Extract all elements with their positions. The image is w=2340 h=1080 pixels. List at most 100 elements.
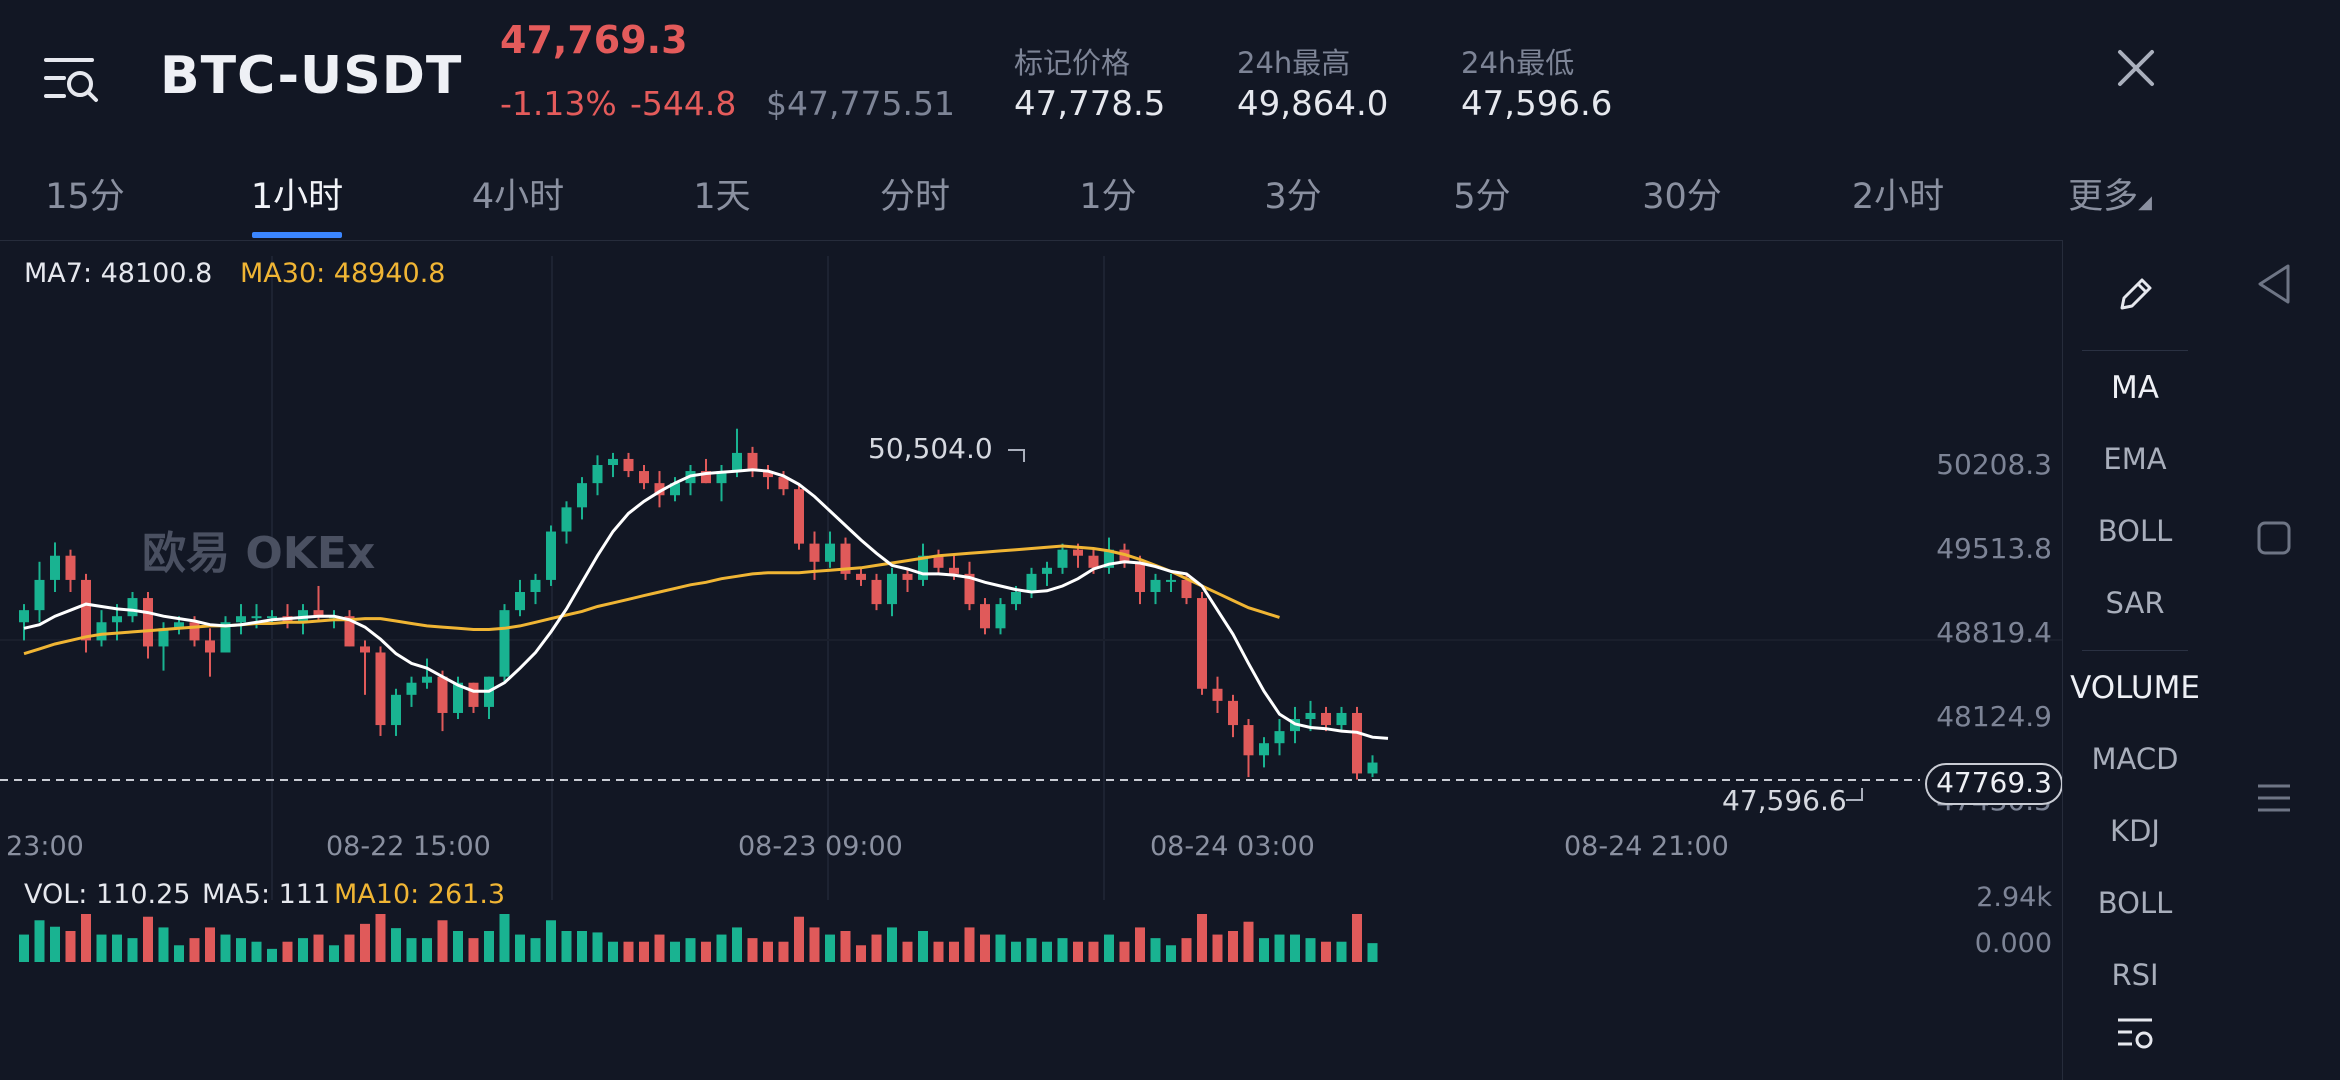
volume-bar — [65, 931, 76, 962]
volume-bar — [1057, 938, 1068, 962]
candle-body — [1104, 549, 1114, 568]
menu-search-icon[interactable] — [44, 52, 100, 108]
indicator-ema[interactable]: EMA — [2103, 442, 2167, 476]
volume-bar — [1119, 941, 1130, 962]
volume-bar — [158, 927, 169, 962]
candle-body — [856, 573, 866, 580]
tab-1h[interactable]: 1小时 — [250, 177, 344, 217]
tab-5m[interactable]: 5分 — [1453, 177, 1511, 217]
indicator-boll-sub[interactable]: BOLL — [2097, 886, 2173, 920]
volume-bar — [267, 948, 277, 962]
volume-bar — [608, 941, 618, 962]
tab-timeline[interactable]: 分时 — [879, 177, 951, 217]
volume-bar — [499, 914, 510, 962]
volume-bar — [1197, 914, 1207, 962]
time-axis-label: 08-24 03:00 — [1150, 831, 1315, 862]
volume-bar — [143, 916, 153, 962]
indicator-kdj[interactable]: KDJ — [2110, 814, 2160, 848]
candle-body — [577, 483, 587, 508]
indicator-rsi[interactable]: RSI — [2111, 958, 2159, 988]
candle-body — [592, 465, 603, 484]
candle-body — [236, 616, 246, 623]
volume-axis-label: 2.94k — [1976, 882, 2052, 913]
volume-bar — [732, 927, 742, 962]
volume-bar — [1274, 934, 1285, 962]
tab-3m[interactable]: 3分 — [1264, 177, 1322, 217]
volume-bar — [282, 941, 293, 962]
candle-body — [871, 579, 882, 605]
volume-bar — [298, 938, 308, 962]
candle-body — [701, 471, 711, 484]
volume-bar — [468, 938, 479, 962]
nav-home-icon[interactable] — [2256, 520, 2292, 556]
pencil-icon[interactable] — [2114, 272, 2158, 316]
volume-bar — [856, 945, 866, 962]
volume-bar — [406, 938, 417, 962]
nav-back-icon[interactable] — [2254, 262, 2294, 306]
volume-bar — [825, 934, 835, 962]
candle-body — [1228, 700, 1238, 726]
indicator-boll-main[interactable]: BOLL — [2097, 514, 2173, 548]
candle-body — [127, 598, 138, 617]
candle-body — [809, 543, 820, 562]
kline-chart[interactable]: 欧易 OKEx 50,504.0 47,596.6 MA7: 48100.8 M… — [0, 240, 2062, 1080]
candle-body — [670, 483, 680, 496]
ma7-legend: MA7: 48100.8 — [24, 258, 212, 289]
price-axis-label: 49513.8 — [1936, 532, 2052, 565]
candle-body — [19, 610, 29, 623]
candle-body — [96, 622, 107, 641]
candle-body — [1212, 688, 1223, 701]
tab-15m[interactable]: 15分 — [45, 177, 125, 217]
volume-bar — [1042, 941, 1052, 962]
candle-body — [716, 471, 727, 484]
candle-body — [1352, 712, 1362, 774]
tab-4h[interactable]: 4小时 — [471, 177, 565, 217]
low-24h-label: 24h最低 — [1461, 46, 1575, 80]
usd-price: $47,775.51 — [766, 84, 955, 123]
candle-body — [1150, 579, 1161, 593]
tab-1d[interactable]: 1天 — [693, 177, 751, 217]
price-axis-label: 48124.9 — [1936, 700, 2052, 733]
volume-bar — [19, 934, 29, 962]
low-marker: 47,596.6 — [1722, 784, 1847, 817]
pair-title[interactable]: BTC-USDT — [160, 46, 463, 106]
volume-bar — [1073, 941, 1083, 962]
candle-body — [453, 682, 463, 713]
tab-more[interactable]: 更多◢ — [2068, 168, 2152, 219]
tab-1m[interactable]: 1分 — [1079, 177, 1137, 217]
nav-recents-icon[interactable] — [2256, 780, 2292, 816]
indicator-macd[interactable]: MACD — [2091, 742, 2179, 776]
candle-body — [1026, 573, 1037, 593]
candle-body — [1321, 712, 1331, 726]
volume-bar — [1166, 945, 1176, 962]
volume-bar — [794, 916, 804, 962]
grid — [0, 256, 2062, 900]
mark-price-value: 47,778.5 — [1014, 84, 1166, 124]
candle-body — [1336, 712, 1347, 726]
volume-bar — [1212, 934, 1223, 962]
tab-2h[interactable]: 2小时 — [1851, 177, 1945, 217]
high-24h-value: 49,864.0 — [1237, 84, 1389, 124]
close-icon[interactable] — [2112, 44, 2160, 92]
tab-30m[interactable]: 30分 — [1642, 177, 1722, 217]
volume-bar — [530, 938, 541, 962]
indicator-sar[interactable]: SAR — [2105, 586, 2165, 620]
candle-body — [825, 543, 835, 562]
indicator-ma[interactable]: MA — [2111, 370, 2159, 406]
volume-axis-label: 0.000 — [1975, 928, 2052, 959]
volume-bar — [484, 931, 494, 962]
candle-body — [763, 471, 773, 478]
volume-bar — [949, 941, 959, 962]
candle-body — [732, 452, 742, 472]
time-axis-label: 23:00 — [6, 831, 84, 862]
candle-body — [344, 616, 355, 647]
volume-bar — [1243, 921, 1254, 962]
candle-body — [933, 555, 944, 568]
current-price-tag — [1925, 763, 2062, 805]
candle-body — [375, 652, 386, 726]
candle-body — [840, 543, 851, 574]
volume-bar — [685, 938, 696, 962]
indicator-volume[interactable]: VOLUME — [2070, 670, 2200, 706]
volume-bar — [670, 941, 680, 962]
indicator-settings-icon[interactable] — [2116, 1014, 2156, 1054]
